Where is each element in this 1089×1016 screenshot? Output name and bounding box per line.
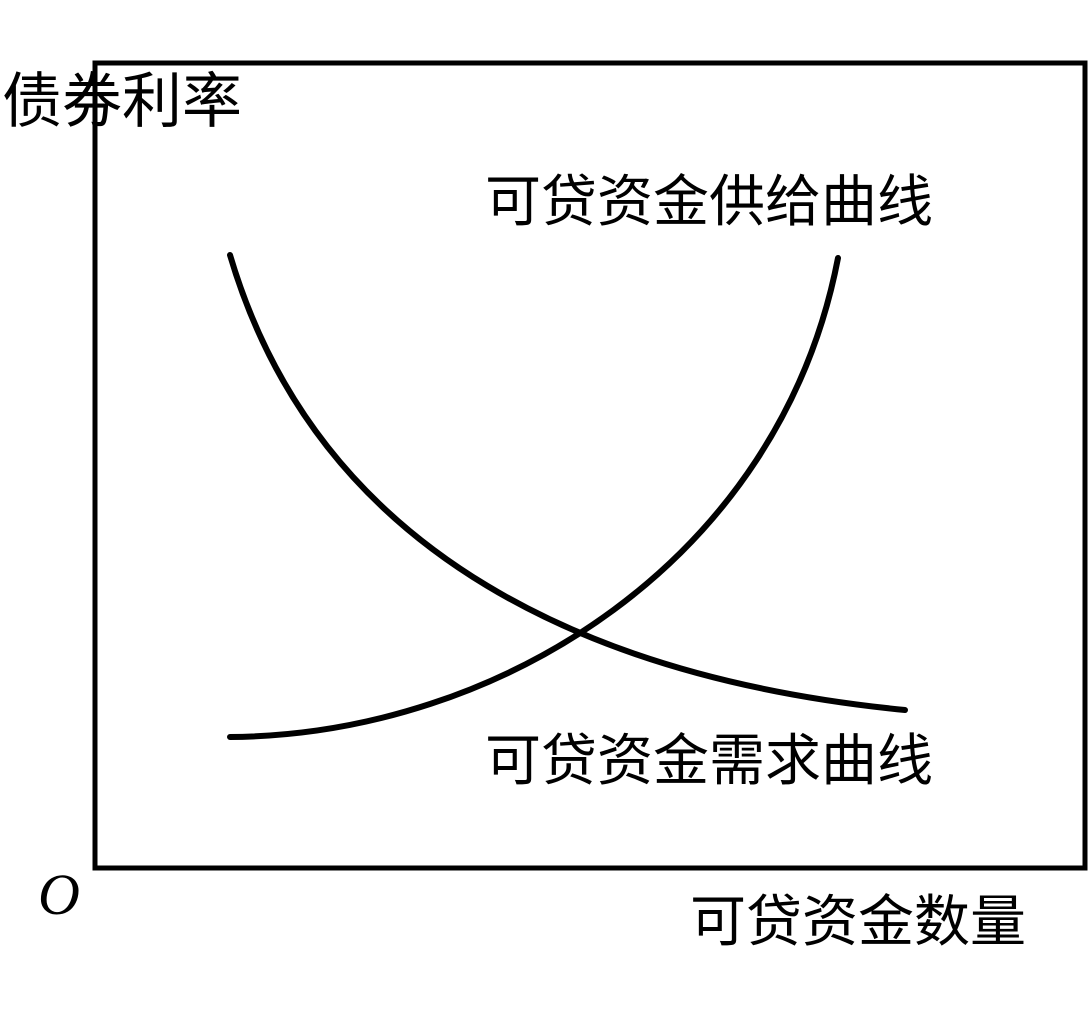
x-axis-label: 可贷资金数量	[690, 890, 1026, 955]
y-axis-label: 债券利率	[2, 67, 242, 137]
demand-curve-label: 可贷资金需求曲线	[485, 729, 933, 794]
plot-frame	[92, 60, 1088, 871]
origin-label: O	[38, 862, 80, 927]
demand-curve	[227, 252, 908, 713]
supply-curve	[227, 255, 841, 740]
supply-curve-label: 可贷资金供给曲线	[485, 170, 933, 235]
